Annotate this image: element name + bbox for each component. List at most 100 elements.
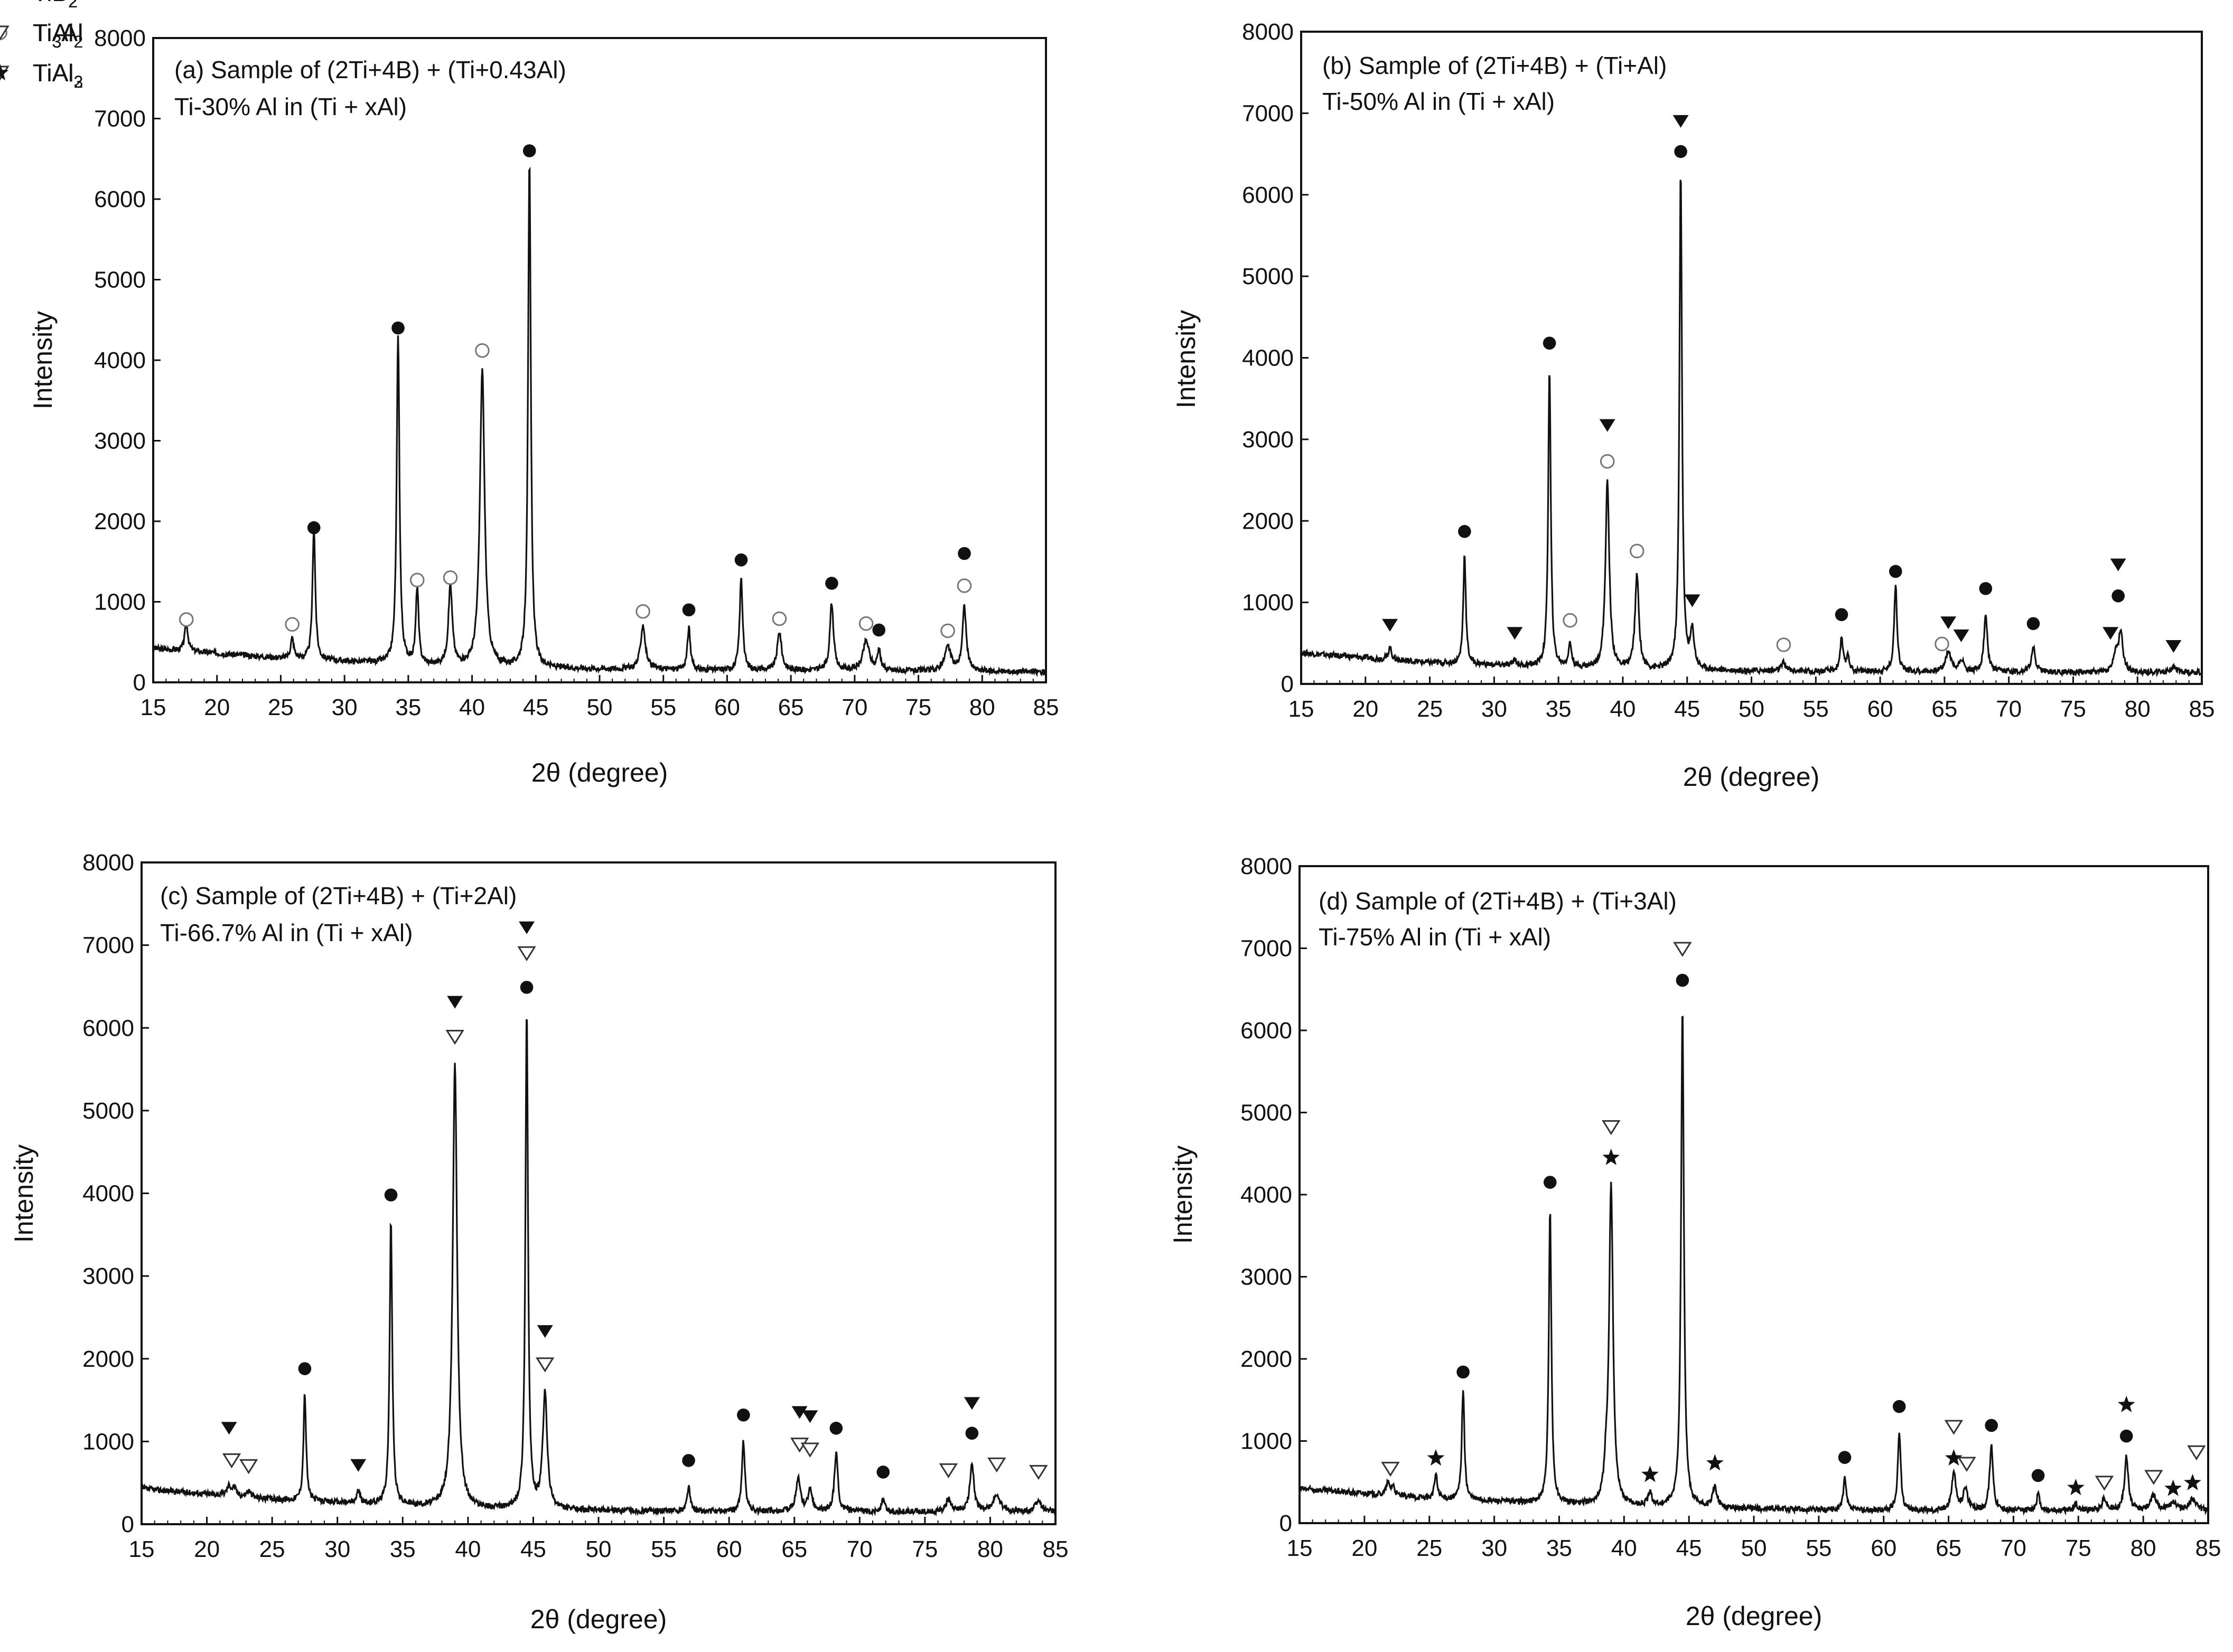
- y-tick-label: 4000: [1240, 1182, 1292, 1208]
- phase-marker-circle: [1985, 1419, 1998, 1432]
- phase-marker-circle: [682, 1454, 695, 1467]
- x-tick-label: 35: [1546, 1535, 1572, 1561]
- phase-marker-circle: [1835, 608, 1848, 622]
- y-axis-label: Intensity: [1171, 310, 1201, 408]
- panel-title: (a) Sample of (2Ti+4B) + (Ti+0.43Al): [174, 56, 566, 83]
- legend-label: TiB2: [33, 0, 78, 11]
- x-tick-label: 30: [1481, 1535, 1507, 1561]
- phase-markers: [179, 144, 972, 639]
- x-tick-label: 70: [1996, 696, 2022, 722]
- phase-marker-tri-down: [1507, 627, 1523, 640]
- x-tick-label: 40: [1610, 696, 1636, 722]
- x-tick-label: 75: [912, 1536, 938, 1562]
- y-tick-label: 7000: [1240, 936, 1292, 962]
- y-tick-label: 5000: [1240, 1100, 1292, 1126]
- phase-marker-circle: [522, 144, 536, 157]
- y-tick-label: 0: [122, 1512, 134, 1537]
- phase-marker-tri-down: [2103, 627, 2119, 640]
- x-tick-label: 30: [324, 1536, 350, 1562]
- phase-marker-star: [1427, 1449, 1445, 1466]
- x-axis-label: 2θ (degree): [1686, 1601, 1823, 1631]
- phase-marker-tri-down: [1940, 616, 1957, 630]
- y-tick-label: 3000: [82, 1263, 134, 1289]
- y-tick-label: 1000: [82, 1429, 134, 1454]
- x-axis-label: 2θ (degree): [531, 758, 668, 787]
- x-tick-label: 80: [977, 1536, 1003, 1562]
- phase-marker-circle: [829, 1422, 843, 1435]
- phase-marker-star: [1602, 1148, 1620, 1165]
- x-tick-label: 40: [459, 694, 485, 720]
- phase-marker-tri-open: [2187, 1445, 2206, 1461]
- y-axis-label: Intensity: [1168, 1146, 1198, 1244]
- phase-marker-circle: [2031, 1469, 2045, 1482]
- phase-marker-tri-open: [1602, 1120, 1621, 1135]
- x-tick-label: 85: [2189, 696, 2215, 722]
- diffraction-pattern-line: [1298, 1016, 2209, 1516]
- phase-markers: [1381, 942, 2206, 1496]
- panel-a: 0 1000 2000 3000 4000 5000 6000 7000 8000 15 20 25…: [0, 0, 1059, 787]
- y-tick-label: 7000: [82, 933, 134, 959]
- phase-marker-tri-open: [239, 1459, 258, 1475]
- x-tick-label: 50: [587, 694, 613, 720]
- panel-subtitle: Ti-30% Al in (Ti + xAl): [174, 93, 407, 120]
- x-axis-label: 2θ (degree): [1683, 762, 1820, 792]
- panel-subtitle: Ti-66.7% Al in (Ti + xAl): [160, 919, 413, 946]
- x-tick-label: 15: [1288, 696, 1314, 722]
- x-tick-label: 40: [455, 1536, 481, 1562]
- phase-marker-circle: [737, 1408, 750, 1422]
- phase-marker-circle-open: [1935, 636, 1949, 652]
- phase-marker-tri-down: [1684, 594, 1701, 607]
- y-tick-label: 2000: [94, 509, 146, 534]
- x-tick-label: 20: [1352, 696, 1378, 722]
- x-tick-label: 65: [1936, 1535, 1961, 1561]
- phase-marker-tri-down: [1599, 419, 1615, 432]
- phase-marker-tri-down: [964, 1397, 980, 1410]
- x-tick-label: 15: [129, 1536, 155, 1562]
- x-tick-label: 60: [714, 694, 740, 720]
- diffraction-pattern-line: [1300, 180, 2202, 678]
- phase-marker-tri-open: [445, 1029, 464, 1045]
- legend-label: TiB2: [33, 0, 78, 11]
- y-tick-label: 0: [1279, 1510, 1292, 1536]
- x-tick-label: 50: [1739, 696, 1764, 722]
- phase-marker-circle: [876, 1466, 890, 1479]
- phase-markers: [1382, 115, 2182, 653]
- phase-marker-circle-open: [1776, 637, 1791, 652]
- x-tick-label: 40: [1611, 1535, 1637, 1561]
- phase-marker-circle: [1889, 565, 1902, 578]
- phase-marker-tri-down: [447, 996, 463, 1009]
- phase-marker-circle: [2119, 1429, 2133, 1443]
- x-tick-label: 60: [1867, 696, 1893, 722]
- x-tick-label: 55: [651, 1536, 677, 1562]
- y-tick-label: 1000: [1240, 1429, 1292, 1454]
- legend: TiB2TiAl2TiAl3: [0, 0, 83, 91]
- phase-marker-circle: [520, 981, 534, 994]
- phase-marker-circle-open: [858, 616, 874, 631]
- x-tick-label: 55: [1803, 696, 1829, 722]
- x-tick-label: 80: [969, 694, 995, 720]
- phase-marker-circle-open: [772, 611, 787, 626]
- x-tick-label: 35: [395, 694, 421, 720]
- y-tick-label: 3000: [1240, 1264, 1292, 1290]
- x-tick-label: 85: [2195, 1535, 2221, 1561]
- x-tick-label: 55: [650, 694, 676, 720]
- x-tick-label: 60: [1871, 1535, 1896, 1561]
- y-tick-label: 8000: [94, 25, 146, 51]
- y-tick-label: 6000: [1240, 1018, 1292, 1044]
- panel-title: (d) Sample of (2Ti+4B) + (Ti+3Al): [1319, 887, 1677, 915]
- x-tick-label: 80: [2125, 696, 2151, 722]
- y-tick-label: 2000: [82, 1346, 134, 1372]
- y-tick-labels: 0 1000 2000 3000 4000 5000 6000 7000 8000: [1240, 853, 1307, 1536]
- y-tick-label: 4000: [82, 1181, 134, 1207]
- phase-marker-tri-open: [1673, 942, 1692, 957]
- x-tick-label: 45: [523, 694, 549, 720]
- panel-c: 0 1000 2000 3000 4000 5000 6000 7000 8000 15 20 25…: [0, 0, 1068, 1634]
- phase-marker-tri-down: [2165, 640, 2182, 653]
- phase-marker-circle-open: [1563, 613, 1577, 628]
- phase-marker-circle-open: [409, 572, 425, 588]
- phase-marker-tri-down: [802, 1410, 818, 1423]
- y-tick-label: 2000: [1240, 1346, 1292, 1372]
- x-tick-label: 20: [194, 1536, 220, 1562]
- legend-label: TiAl3: [33, 59, 83, 91]
- x-tick-label: 25: [268, 694, 294, 720]
